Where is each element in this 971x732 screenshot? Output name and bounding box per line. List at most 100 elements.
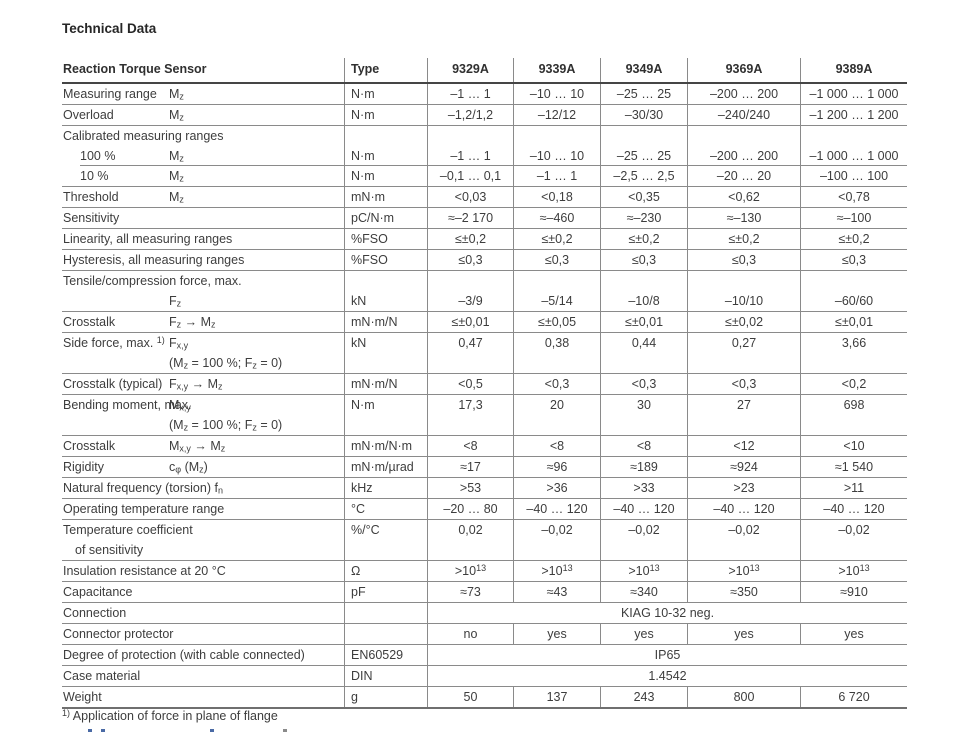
value-cell: –25 … 25 bbox=[600, 84, 687, 104]
unit-cell: %FSO bbox=[344, 229, 427, 249]
value-cell: ≈–460 bbox=[513, 208, 600, 228]
param-cell: Measuring range Mz bbox=[62, 84, 344, 104]
value-cell: ≤±0,02 bbox=[687, 312, 800, 332]
table-row: Crosstalk Fz → Mz mN·m/N ≤±0,01 ≤±0,05 ≤±0,01… bbox=[62, 312, 907, 333]
value-cell: ≈189 bbox=[600, 457, 687, 477]
param-cell: Case material bbox=[63, 669, 141, 683]
symbol: Mz bbox=[169, 190, 184, 205]
value-cell bbox=[800, 271, 907, 291]
unit-cell bbox=[344, 271, 427, 291]
value-cell: <0,3 bbox=[600, 374, 687, 394]
value-cell: >36 bbox=[513, 478, 600, 498]
symbol: Fz bbox=[169, 294, 182, 309]
unit-cell: %FSO bbox=[344, 250, 427, 270]
unit-cell: N·m bbox=[344, 84, 427, 104]
symbol: Fz → Mz bbox=[169, 315, 216, 330]
table-row: Connector protector no yes yes yes yes bbox=[62, 624, 907, 645]
value-cell: –25 … 25 bbox=[600, 146, 687, 166]
unit-cell bbox=[344, 624, 427, 644]
unit-cell: g bbox=[344, 687, 427, 707]
value-cell: 20 bbox=[513, 395, 600, 435]
value-cell: <0,78 bbox=[800, 187, 907, 207]
value-cell: –240/240 bbox=[687, 105, 800, 125]
table-row: Threshold Mz mN·m <0,03 <0,18 <0,35 <0,62 <0,78 bbox=[62, 187, 907, 208]
param-cell: Crosstalk (typical) Fx,y → Mz bbox=[62, 374, 344, 394]
value-cell: 698 bbox=[800, 395, 907, 435]
value-cell: 0,27 bbox=[687, 333, 800, 373]
value-cell: <0,2 bbox=[800, 374, 907, 394]
cropped-text-fragment bbox=[210, 729, 214, 732]
unit-cell: °C bbox=[344, 499, 427, 519]
value-cell: –10 … 10 bbox=[513, 84, 600, 104]
value-cell: –2,5 … 2,5 bbox=[600, 166, 687, 186]
value-cell: ≤±0,01 bbox=[600, 312, 687, 332]
value-cell: ≈–130 bbox=[687, 208, 800, 228]
table-row: 10 % Mz N·m –0,1 … 0,1 –1 … 1 –2,5 … 2,5 –20 …… bbox=[62, 166, 907, 187]
value-cell bbox=[513, 126, 600, 146]
value-cell bbox=[800, 126, 907, 146]
value-cell: ≈1 540 bbox=[800, 457, 907, 477]
table-row: 100 % Mz N·m –1 … 1 –10 … 10 –25 … 25 –200 … 2… bbox=[62, 146, 907, 166]
value-cell: –40 … 120 bbox=[800, 499, 907, 519]
value-cell: ≈–2 170 bbox=[427, 208, 513, 228]
value-cell: –0,02 bbox=[600, 520, 687, 560]
table-row: Crosstalk (typical) Fx,y → Mz mN·m/N <0,5 <0… bbox=[62, 374, 907, 395]
table-row: Operating temperature range °C –20 … 80 –40… bbox=[62, 499, 907, 520]
value-cell: –0,1 … 0,1 bbox=[427, 166, 513, 186]
value-cell-span: KIAG 10-32 neg. bbox=[427, 603, 907, 623]
value-cell: ≤±0,2 bbox=[600, 229, 687, 249]
unit-cell: mN·m/N bbox=[344, 374, 427, 394]
value-cell: <8 bbox=[600, 436, 687, 456]
value-cell bbox=[427, 126, 513, 146]
value-cell: <8 bbox=[513, 436, 600, 456]
value-cell: <0,18 bbox=[513, 187, 600, 207]
param-cell: Crosstalk Fz → Mz bbox=[62, 312, 344, 332]
unit-cell: EN60529 bbox=[344, 645, 427, 665]
table-body: Measuring range Mz N·m –1 … 1 –10 … 10 –25 … … bbox=[62, 84, 907, 709]
param-cell: Fz bbox=[62, 291, 344, 311]
value-cell: >1013 bbox=[800, 561, 907, 581]
param-cell: Overload Mz bbox=[62, 105, 344, 125]
param-cell: Linearity, all measuring ranges bbox=[63, 232, 233, 246]
value-cell: –100 … 100 bbox=[800, 166, 907, 186]
unit-cell bbox=[344, 126, 427, 146]
unit-cell: %/°C bbox=[344, 520, 427, 560]
table-row: Connection KIAG 10-32 neg. bbox=[62, 603, 907, 624]
symbol: Fx,y (Mz = 100 %; Fz = 0) bbox=[169, 336, 283, 371]
value-cell: >1013 bbox=[513, 561, 600, 581]
table-row: Crosstalk Mx,y → Mz mN·m/N·m <8 <8 <8 <12 <10 bbox=[62, 436, 907, 457]
value-cell: 0,47 bbox=[427, 333, 513, 373]
value-cell: <0,3 bbox=[513, 374, 600, 394]
table-row: Overload Mz N·m –1,2/1,2 –12/12 –30/30 –240/24… bbox=[62, 105, 907, 126]
value-cell: –1 … 1 bbox=[513, 166, 600, 186]
param-cell: 10 % Mz bbox=[62, 166, 344, 186]
param-cell: Rigidity cφ (Mz) bbox=[62, 457, 344, 477]
unit-cell: N·m bbox=[344, 146, 427, 166]
table-row: Degree of protection (with cable connect… bbox=[62, 645, 907, 666]
header-model-9389a: 9389A bbox=[800, 58, 907, 82]
symbol: cφ (Mz) bbox=[169, 460, 208, 475]
symbol: Fx,y → Mz bbox=[169, 377, 223, 392]
value-cell: –10/8 bbox=[600, 291, 687, 311]
value-cell: 3,66 bbox=[800, 333, 907, 373]
unit-cell: N·m bbox=[344, 166, 427, 186]
table-row: Fz kN –3/9 –5/14 –10/8 –10/10 –60/60 bbox=[62, 291, 907, 312]
value-cell: 6 720 bbox=[800, 687, 907, 707]
value-cell bbox=[513, 271, 600, 291]
value-cell: –1,2/1,2 bbox=[427, 105, 513, 125]
unit-cell: mN·m/N bbox=[344, 312, 427, 332]
value-cell: –1 000 … 1 000 bbox=[800, 84, 907, 104]
value-cell: ≈–100 bbox=[800, 208, 907, 228]
table-row: Capacitance pF ≈73 ≈43 ≈340 ≈350 ≈910 bbox=[62, 582, 907, 603]
unit-cell: mN·m/N·m bbox=[344, 436, 427, 456]
value-cell bbox=[427, 271, 513, 291]
footnote: 1) Application of force in plane of flan… bbox=[62, 707, 278, 723]
value-cell: ≈–230 bbox=[600, 208, 687, 228]
value-cell: –40 … 120 bbox=[687, 499, 800, 519]
value-cell: –5/14 bbox=[513, 291, 600, 311]
header-model-9339a: 9339A bbox=[513, 58, 600, 82]
value-cell: >1013 bbox=[687, 561, 800, 581]
value-cell: <0,03 bbox=[427, 187, 513, 207]
value-cell: –60/60 bbox=[800, 291, 907, 311]
param-cell: Temperature coefficient of sensitivity bbox=[63, 523, 193, 557]
